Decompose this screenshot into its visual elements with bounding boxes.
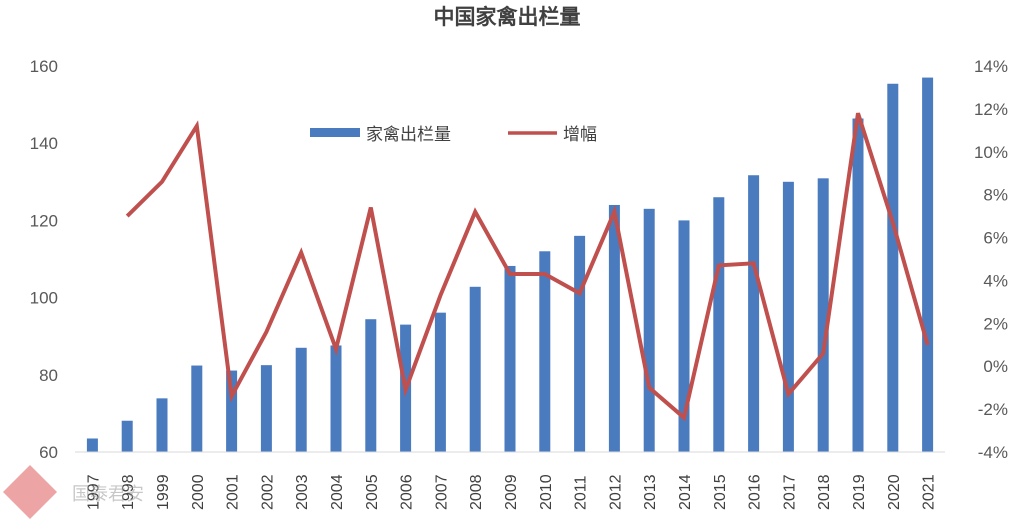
growth-line: [125, 112, 930, 422]
x-tick-label: 2012: [607, 474, 624, 510]
x-tick-label: 2002: [259, 474, 276, 510]
left-y-tick-label: 100: [30, 289, 58, 308]
x-tick-label: 1999: [155, 474, 172, 510]
right-y-tick-label: -4%: [978, 443, 1008, 462]
left-y-tick-label: 80: [39, 366, 58, 385]
x-tick-label: 2016: [747, 474, 764, 510]
x-tick-label: 2014: [677, 474, 694, 510]
left-y-tick-label: 120: [30, 211, 58, 230]
left-y-axis: 60 80 100 120 140 160: [30, 57, 58, 462]
bar: [504, 265, 516, 452]
chart-title: 中国家禽出栏量: [434, 5, 581, 29]
x-tick-label: 2013: [642, 474, 659, 510]
x-tick-label: 2000: [190, 474, 207, 510]
line-series: [125, 112, 930, 422]
bar: [713, 197, 725, 452]
legend: 家禽出栏量 增幅: [310, 125, 597, 145]
x-tick-label: 2006: [399, 474, 416, 510]
bar: [191, 365, 203, 452]
x-tick-label: 2011: [573, 475, 590, 510]
right-y-tick-label: 8%: [983, 186, 1008, 205]
x-tick-label: 2015: [712, 474, 729, 510]
bar: [608, 204, 620, 452]
bar: [852, 118, 864, 452]
bar: [922, 77, 934, 452]
right-y-tick-label: 4%: [983, 271, 1008, 290]
bar: [469, 286, 481, 452]
x-tick-label: 1997: [85, 474, 102, 510]
left-y-tick-label: 60: [39, 443, 58, 462]
bar: [226, 370, 238, 452]
legend-label-bar: 家禽出栏量: [366, 125, 451, 145]
x-axis: 1997 1998 1999 2000 2001 2002 2003 2004 2005 2006…: [75, 451, 945, 510]
bar: [574, 235, 586, 452]
bar: [156, 398, 168, 452]
x-tick-label: 2009: [503, 474, 520, 510]
x-tick-label: 2017: [781, 474, 798, 510]
x-tick-label: 2005: [364, 474, 381, 510]
bar: [887, 83, 899, 453]
legend-label-line: 增幅: [563, 125, 597, 145]
bar: [539, 251, 551, 452]
x-tick-label: 2008: [468, 474, 485, 510]
bar: [295, 347, 307, 452]
bar: [782, 181, 794, 453]
bar: [86, 438, 98, 452]
right-y-tick-label: 10%: [974, 143, 1008, 162]
bar: [434, 312, 446, 452]
x-tick-label: 2007: [433, 474, 450, 510]
x-tick-label: 2018: [816, 474, 833, 510]
left-y-tick-label: 140: [30, 134, 58, 153]
watermark-logo-icon: [3, 465, 57, 519]
watermark: 国泰君安: [3, 465, 144, 519]
left-y-tick-label: 160: [30, 57, 58, 76]
bar: [817, 178, 829, 453]
x-tick-label: 2004: [329, 474, 346, 510]
right-y-tick-label: 0%: [983, 357, 1008, 376]
right-y-axis: -4% -2% 0% 2% 4% 6% 8% 10% 12% 14%: [974, 57, 1008, 462]
right-y-tick-label: 6%: [983, 229, 1008, 248]
bar: [330, 345, 342, 452]
x-tick-label: 1998: [120, 474, 137, 510]
right-y-tick-label: -2%: [978, 400, 1008, 419]
x-tick-label: 2019: [851, 474, 868, 510]
bar: [121, 420, 133, 452]
x-tick-label: 2003: [294, 474, 311, 510]
bar: [365, 319, 377, 452]
right-y-tick-label: 14%: [974, 57, 1008, 76]
right-y-tick-label: 12%: [974, 100, 1008, 119]
bar: [643, 208, 655, 452]
x-tick-label: 2021: [921, 474, 938, 510]
right-y-tick-label: 2%: [983, 314, 1008, 333]
bar: [748, 175, 760, 452]
watermark-text: 国泰君安: [72, 484, 144, 505]
bar: [678, 220, 690, 452]
legend-swatch-bar: [310, 128, 360, 137]
x-tick-label: 2001: [225, 474, 242, 510]
x-tick-label: 2020: [886, 474, 903, 510]
bar: [260, 365, 272, 452]
x-tick-label: 2010: [538, 474, 555, 510]
